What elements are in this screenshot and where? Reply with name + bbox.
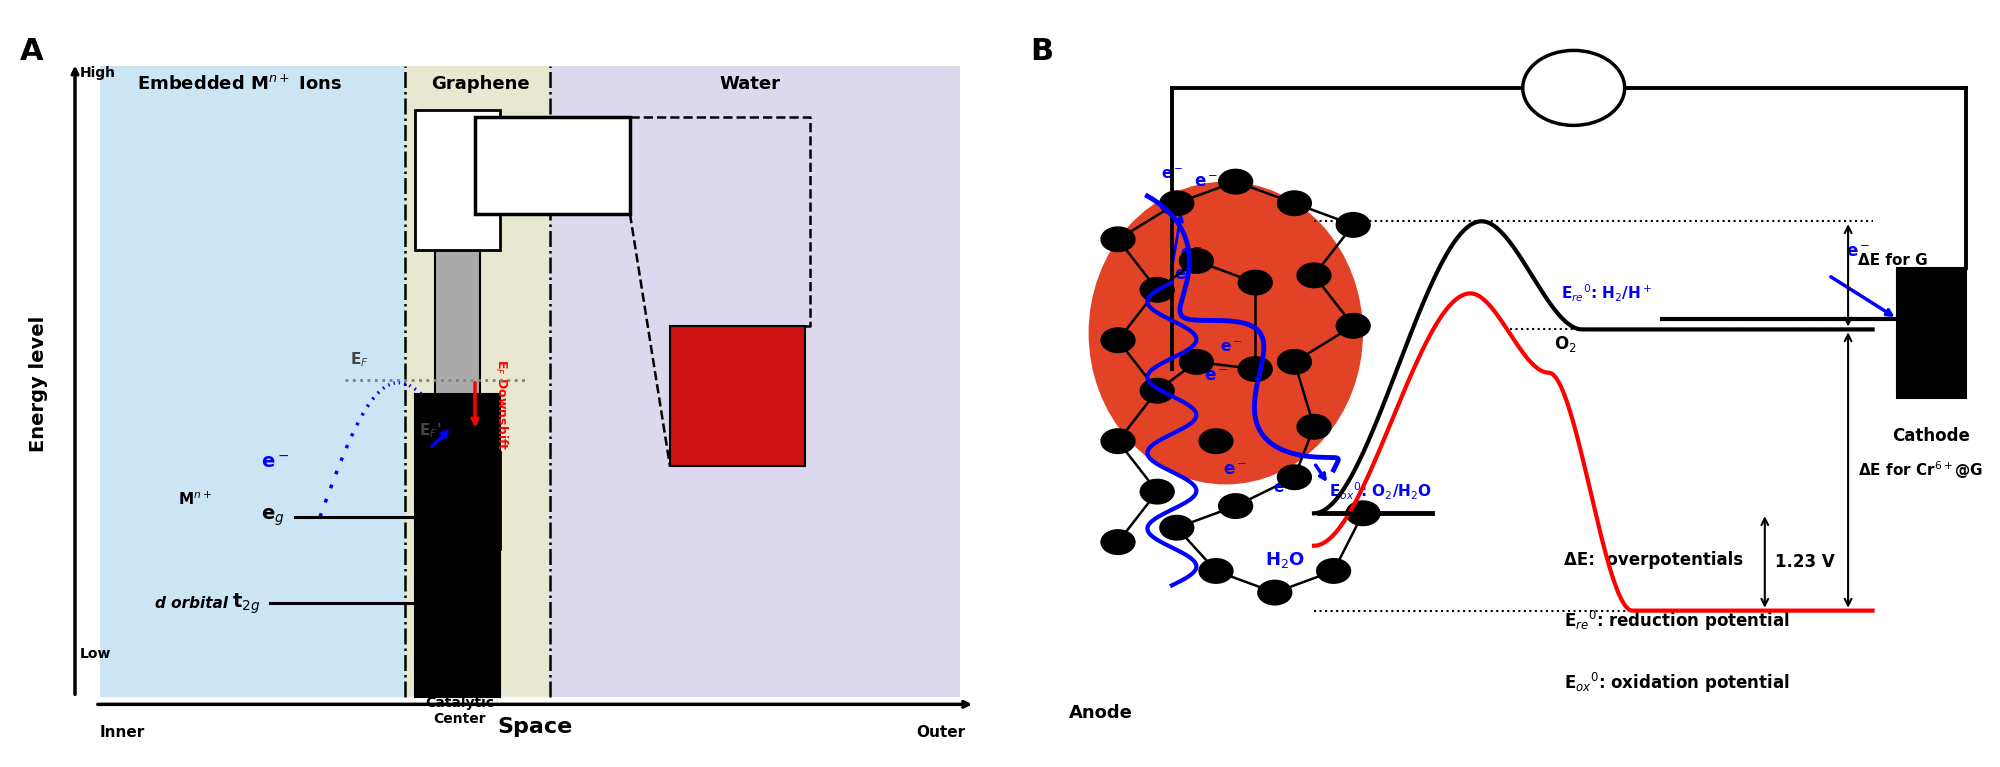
Circle shape: [1238, 269, 1272, 295]
Text: e$^-$: e$^-$: [1174, 266, 1198, 285]
Text: A: A: [20, 38, 44, 67]
Text: V: V: [1564, 76, 1582, 100]
Circle shape: [1100, 428, 1136, 454]
Text: H$_2$O: H$_2$O: [1264, 550, 1304, 570]
Circle shape: [1346, 500, 1380, 526]
Text: d orbital: d orbital: [156, 596, 228, 611]
Circle shape: [1198, 558, 1234, 584]
Text: Low: Low: [80, 647, 112, 661]
Circle shape: [1218, 169, 1254, 195]
Bar: [416, 110, 500, 250]
Text: e$^-$: e$^-$: [1846, 243, 1870, 261]
Text: O$_2$: O$_2$: [1554, 334, 1576, 354]
Bar: [436, 250, 480, 394]
Text: ΔE for Cr$^{6+}$@G: ΔE for Cr$^{6+}$@G: [1858, 459, 1984, 481]
Text: E$_{ox}$$^0$: oxidation potential: E$_{ox}$$^0$: oxidation potential: [1564, 670, 1790, 695]
Circle shape: [1160, 515, 1194, 541]
Text: Space: Space: [498, 717, 572, 737]
Circle shape: [1160, 190, 1194, 216]
Text: Water: Water: [720, 75, 780, 94]
Circle shape: [1316, 558, 1352, 584]
Text: C-O (σ*): C-O (σ*): [518, 158, 588, 173]
Text: e$^-$: e$^-$: [1160, 167, 1184, 182]
Text: E$_{re}$$^0$: reduction potential: E$_{re}$$^0$: reduction potential: [1564, 609, 1790, 634]
Bar: [404, 66, 550, 697]
Circle shape: [1100, 226, 1136, 252]
Circle shape: [1276, 464, 1312, 490]
Text: Energy level: Energy level: [28, 315, 48, 452]
Text: e$^-$: e$^-$: [1220, 340, 1242, 355]
Text: e$_g$: e$_g$: [262, 506, 286, 528]
Circle shape: [1276, 190, 1312, 216]
Text: e$^-$: e$^-$: [1224, 461, 1248, 479]
Text: Embedded M$^{n+}$ Ions: Embedded M$^{n+}$ Ions: [138, 74, 342, 94]
Text: Oxygen
Intermediates: Oxygen Intermediates: [682, 381, 792, 411]
Text: Anode: Anode: [1068, 704, 1132, 723]
Circle shape: [1140, 479, 1174, 505]
Text: Graphene: Graphene: [430, 75, 530, 94]
Bar: [670, 326, 804, 466]
Circle shape: [1218, 493, 1254, 519]
Bar: [100, 66, 404, 697]
Text: Outer: Outer: [916, 726, 964, 740]
Bar: [476, 117, 630, 214]
Text: Inner: Inner: [100, 726, 146, 740]
Ellipse shape: [1088, 182, 1364, 485]
Text: t$_{2g}$: t$_{2g}$: [232, 591, 260, 616]
Circle shape: [1276, 349, 1312, 375]
Circle shape: [1258, 580, 1292, 606]
Text: e$^-$: e$^-$: [1180, 246, 1202, 262]
Circle shape: [1178, 349, 1214, 375]
Text: E$_F$': E$_F$': [418, 421, 442, 439]
Bar: [1898, 268, 1966, 398]
Circle shape: [1198, 428, 1234, 454]
Text: B: B: [1030, 38, 1052, 67]
Text: ΔE for G: ΔE for G: [1858, 253, 1928, 268]
Text: e$^-$: e$^-$: [1194, 173, 1218, 191]
Text: High: High: [80, 67, 116, 81]
Circle shape: [1296, 413, 1332, 439]
Text: 1.23 V: 1.23 V: [1774, 553, 1834, 571]
Circle shape: [1100, 328, 1136, 354]
Text: M$^{n+}$: M$^{n+}$: [178, 490, 212, 508]
Text: e$^-$: e$^-$: [1204, 367, 1228, 385]
Circle shape: [1336, 313, 1370, 339]
Text: E$_{re}$$^0$: H$_2$/H$^+$: E$_{re}$$^0$: H$_2$/H$^+$: [1560, 283, 1652, 304]
Circle shape: [1100, 529, 1136, 555]
Text: E$_F$ Downshift: E$_F$ Downshift: [494, 360, 510, 451]
Circle shape: [1238, 356, 1272, 382]
Text: Cathode: Cathode: [1892, 426, 1970, 445]
Text: ΔE:  overpotentials: ΔE: overpotentials: [1564, 551, 1744, 569]
Bar: [416, 394, 500, 697]
Circle shape: [1178, 248, 1214, 274]
Text: e$^-$: e$^-$: [1274, 481, 1296, 495]
Text: Catalytic
Center: Catalytic Center: [426, 696, 494, 726]
Text: E$_F$: E$_F$: [350, 351, 368, 369]
Circle shape: [1296, 262, 1332, 288]
Text: C-O (σ): C-O (σ): [432, 494, 484, 507]
Circle shape: [1336, 212, 1370, 238]
Bar: [550, 66, 960, 697]
Text: E$_{ox}$$^0$: O$_2$/H$_2$O: E$_{ox}$$^0$: O$_2$/H$_2$O: [1328, 481, 1432, 502]
Text: e$^-$: e$^-$: [260, 453, 290, 472]
Circle shape: [1140, 377, 1174, 403]
Bar: [416, 452, 500, 549]
Circle shape: [1522, 51, 1624, 125]
Circle shape: [1140, 277, 1174, 303]
